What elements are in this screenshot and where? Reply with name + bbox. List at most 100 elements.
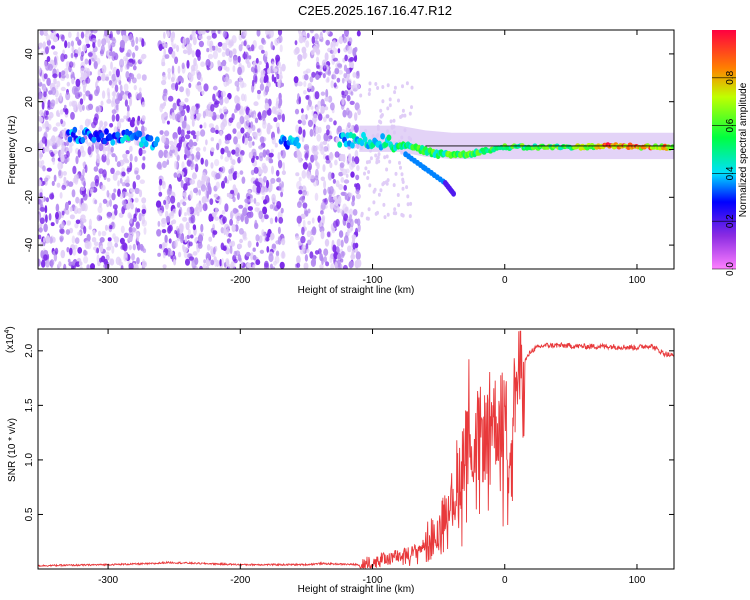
noise-speckle: [273, 76, 277, 84]
noise-speckle: [341, 94, 347, 99]
noise-speckle: [91, 37, 97, 44]
noise-speckle: [199, 265, 203, 269]
noise-speckle: [120, 90, 125, 96]
noise-speckle: [248, 151, 253, 159]
noise-speckle: [190, 234, 194, 239]
noise-speckle: [230, 261, 236, 269]
noise-speckle: [338, 184, 343, 190]
noise-speckle: [312, 226, 316, 234]
noise-speckle: [75, 155, 79, 165]
noise-speckle: [174, 151, 179, 157]
noise-speckle: [280, 207, 284, 214]
noise-speckle: [173, 43, 177, 49]
noise-speckle: [120, 225, 125, 234]
ridge-sample: [294, 136, 300, 144]
noise-speckle: [77, 231, 82, 236]
noise-speckle: [331, 227, 336, 234]
noise-speckle: [354, 227, 359, 237]
noise-speckle: [88, 218, 92, 228]
noise-speckle: [168, 238, 172, 244]
noise-speckle: [44, 115, 49, 120]
noise-speckle: [313, 113, 318, 123]
noise-speckle: [264, 102, 270, 111]
noise-speckle: [71, 45, 75, 54]
noise-speckle: [156, 229, 162, 237]
noise-speckle: [323, 248, 329, 256]
noise-speckle: [343, 179, 350, 184]
x-tick-label: -200: [230, 275, 250, 286]
y-tick-label: 2.0: [24, 343, 35, 357]
noise-speckle: [52, 158, 55, 165]
noise-speckle: [82, 44, 87, 52]
noise-speckle: [196, 203, 201, 210]
noise-speckle: [356, 30, 361, 37]
noise-speckle: [325, 78, 330, 83]
noise-speckle: [239, 170, 244, 175]
noise-speckle: [123, 232, 129, 238]
noise-speckle: [178, 139, 182, 148]
noise-speckle: [298, 189, 303, 195]
noise-speckle: [121, 171, 126, 177]
noise-speckle: [300, 235, 306, 244]
noise-speckle: [349, 61, 355, 69]
noise-speckle: [379, 188, 383, 193]
noise-speckle: [242, 236, 248, 241]
noise-speckle: [126, 63, 130, 68]
noise-speckle: [294, 108, 300, 115]
noise-speckle: [314, 192, 319, 201]
noise-speckle: [41, 136, 47, 144]
noise-speckle: [257, 64, 261, 73]
noise-speckle: [260, 186, 266, 196]
noise-speckle: [282, 162, 286, 171]
noise-speckle: [213, 246, 216, 255]
noise-speckle: [332, 40, 336, 49]
noise-speckle: [195, 103, 199, 108]
noise-speckle: [271, 165, 274, 175]
noise-speckle: [270, 263, 273, 269]
noise-speckle: [80, 31, 85, 39]
noise-speckle: [303, 80, 307, 87]
noise-speckle: [254, 219, 258, 229]
noise-speckle: [265, 30, 270, 36]
noise-speckle: [280, 191, 284, 198]
noise-speckle: [243, 40, 247, 47]
noise-speckle: [100, 144, 104, 151]
noise-speckle: [305, 68, 311, 74]
noise-speckle: [381, 182, 385, 187]
noise-speckle: [176, 170, 181, 178]
noise-speckle: [39, 30, 44, 36]
noise-speckle: [59, 228, 65, 235]
noise-speckle: [232, 196, 236, 203]
noise-speckle: [48, 213, 52, 221]
noise-speckle: [162, 160, 167, 168]
noise-speckle: [219, 113, 224, 120]
noise-speckle: [59, 92, 62, 102]
noise-speckle: [126, 167, 132, 173]
noise-speckle: [63, 263, 67, 269]
noise-speckle: [222, 217, 226, 225]
noise-speckle: [125, 52, 131, 58]
noise-speckle: [57, 136, 61, 144]
noise-speckle: [294, 40, 298, 46]
noise-speckle: [257, 60, 262, 65]
noise-speckle: [56, 182, 61, 188]
noise-speckle: [94, 113, 99, 121]
noise-speckle: [111, 100, 115, 108]
noise-speckle: [278, 72, 283, 81]
noise-speckle: [232, 65, 236, 73]
noise-speckle: [277, 30, 283, 36]
noise-speckle: [61, 184, 66, 191]
noise-speckle: [275, 169, 280, 177]
noise-speckle: [209, 110, 214, 118]
noise-speckle: [214, 216, 219, 221]
noise-speckle: [61, 210, 65, 216]
noise-speckle: [59, 237, 64, 243]
noise-speckle: [41, 101, 45, 110]
noise-speckle: [237, 254, 242, 262]
noise-speckle: [186, 59, 190, 69]
noise-speckle: [318, 126, 322, 134]
noise-speckle: [114, 140, 118, 145]
noise-speckle: [264, 260, 269, 268]
noise-speckle: [101, 230, 107, 237]
ridge-sample: [110, 139, 116, 146]
